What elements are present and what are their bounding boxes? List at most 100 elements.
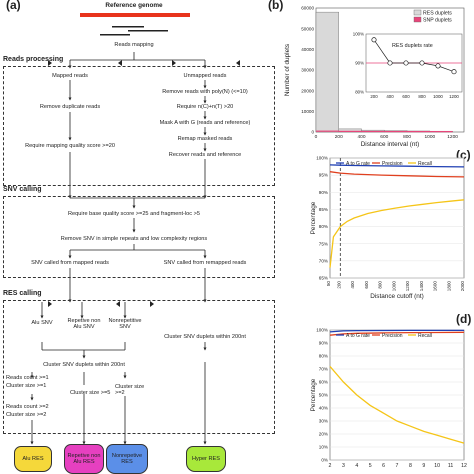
c-x-tick-label: 800	[378, 281, 383, 289]
c-plot-frame	[329, 157, 465, 279]
b-y-tick-label: 60000	[301, 6, 314, 11]
panel-label-a: (a)	[6, 0, 21, 12]
cluster-duplets-right: Cluster SNV duplets within 200nt	[164, 334, 246, 340]
reads-count-2: Reads count >=2	[6, 404, 49, 410]
output-hyper-res: Hyper RES	[186, 446, 226, 472]
b-legend-label: SNP duplets	[423, 18, 452, 24]
d-y-tick-label: 100%	[316, 328, 328, 333]
c-y-tick-label: 95%	[319, 173, 328, 178]
b-bar-snp	[407, 130, 430, 133]
b-x-tick-label: 1000	[425, 134, 436, 140]
read-line-3	[100, 34, 130, 36]
b-inset-point	[451, 69, 457, 75]
connector-arrowhead	[118, 60, 122, 66]
d-x-tick-label: 2	[329, 463, 332, 469]
b-inset-x-tick: 1000	[433, 94, 443, 99]
b-bar-snp	[338, 130, 362, 132]
c-x-tick-label: 1600	[433, 281, 438, 292]
d-x-tick-label: 12	[461, 463, 467, 469]
cluster-size-2b: Cluster size >=2	[115, 384, 145, 397]
unmapped-reads: Unmapped reads	[183, 73, 227, 79]
connector-arrowhead	[236, 60, 240, 66]
mapping-quality-step: Require mapping quality score >=20	[25, 143, 115, 149]
b-inset-point	[419, 60, 425, 66]
res-calling-heading: RES calling	[3, 290, 42, 297]
b-bar-snp	[361, 130, 385, 133]
b-bar-snp	[384, 130, 408, 133]
reads-count-1: Reads count >=1	[6, 375, 49, 381]
b-x-axis-label: Distance interval (nt)	[361, 141, 420, 148]
snv-remapped-reads: SNV called from remapped reads	[163, 260, 247, 266]
base-quality-step: Require base quality score >=25 and frag…	[68, 211, 200, 217]
d-series-line	[329, 365, 465, 444]
c-x-tick-label: 1200	[405, 281, 410, 292]
c-x-tick-label: 200	[336, 281, 341, 289]
b-x-tick-label: 800	[403, 134, 411, 140]
d-y-axis-label: Percentage	[310, 378, 317, 411]
b-y-tick-label: 20000	[301, 88, 314, 93]
remove-duplicate-step: Remove duplicate reads	[39, 104, 101, 110]
c-x-tick-label: 400	[350, 281, 355, 289]
snv-mapped-reads: SNV called from mapped reads	[31, 260, 109, 266]
mask-a-g-step: Mask A with G (reads and reference)	[159, 120, 251, 126]
d-x-tick-label: 6	[382, 463, 385, 469]
c-legend-label: Precision	[382, 161, 403, 167]
connector-arrowhead	[172, 60, 176, 66]
d-y-tick-label: 40%	[319, 406, 328, 411]
b-y-tick-label: 30000	[301, 68, 314, 73]
reference-genome-label: Reference genome	[105, 2, 163, 9]
c-x-tick-label: 2000	[460, 281, 465, 292]
reads-processing-heading: Reads processing	[3, 56, 64, 63]
c-series-line	[329, 199, 465, 268]
remove-snv-step: Remove SNV in simple repeats and low com…	[60, 236, 208, 242]
c-y-axis-label: Percentage	[310, 201, 317, 234]
c-x-axis-label: Distance cutoff (nt)	[370, 293, 424, 300]
reference-genome-bar	[80, 13, 190, 17]
b-inset-point	[387, 60, 393, 66]
reads-processing-box	[3, 66, 275, 186]
b-y-axis-label: Number of duplets	[284, 44, 291, 96]
b-inset-x-tick: 1200	[449, 94, 459, 99]
b-legend-swatch	[413, 9, 422, 16]
b-inset-x-tick: 400	[386, 94, 394, 99]
d-legend-label: Precision	[382, 333, 403, 339]
c-y-tick-label: 100%	[316, 156, 328, 161]
b-inset-y-tick: 80%	[355, 90, 364, 95]
d-y-tick-label: 60%	[319, 380, 328, 385]
c-x-tick-label: 1400	[419, 281, 424, 292]
snv-calling-box	[3, 196, 275, 278]
d-x-tick-label: 3	[342, 463, 345, 469]
d-x-tick-label: 7	[396, 463, 399, 469]
b-inset-point	[403, 60, 409, 66]
mapped-reads: Mapped reads	[52, 73, 88, 79]
remove-polyn-step: Remove reads with poly(N) (<=10)	[162, 89, 248, 95]
d-x-tick-label: 11	[448, 463, 453, 469]
b-inset-x-tick: 800	[418, 94, 426, 99]
read-line-2	[128, 30, 168, 32]
b-inset-title: RES duplets rate	[392, 43, 433, 49]
read-line-1	[112, 26, 144, 28]
output-alu-res: Alu RES	[14, 446, 52, 472]
cluster-size-2: Cluster size >=2	[6, 412, 47, 418]
b-inset-x-tick: 600	[402, 94, 410, 99]
res-calling-box	[3, 300, 275, 434]
c-x-tick-label: 50	[326, 281, 331, 287]
b-y-tick-label: 50000	[301, 26, 314, 31]
c-y-tick-label: 75%	[319, 241, 328, 246]
b-bar-snp	[429, 131, 453, 133]
b-inset-x-tick: 200	[370, 94, 378, 99]
b-x-tick-label: 1200	[447, 134, 458, 140]
reads-mapping-label: Reads mapping	[114, 42, 154, 48]
c-legend-label: Recall	[418, 161, 432, 167]
d-x-tick-label: 8	[409, 463, 412, 469]
d-y-tick-label: 10%	[319, 445, 328, 450]
b-bar-res	[315, 11, 339, 133]
d-y-tick-label: 30%	[319, 419, 328, 424]
b-inset-point	[435, 63, 441, 69]
recover-reads-step: Recover reads and reference	[168, 152, 242, 158]
b-inset-y-tick: 90%	[355, 61, 364, 66]
repetitive-non-alu-snv: Repetive non Alu SNV	[67, 318, 101, 331]
c-y-tick-label: 85%	[319, 207, 328, 212]
remap-masked-step: Remap masked reads	[177, 136, 233, 142]
cluster-size-1: Cluster size >=1	[6, 383, 47, 389]
